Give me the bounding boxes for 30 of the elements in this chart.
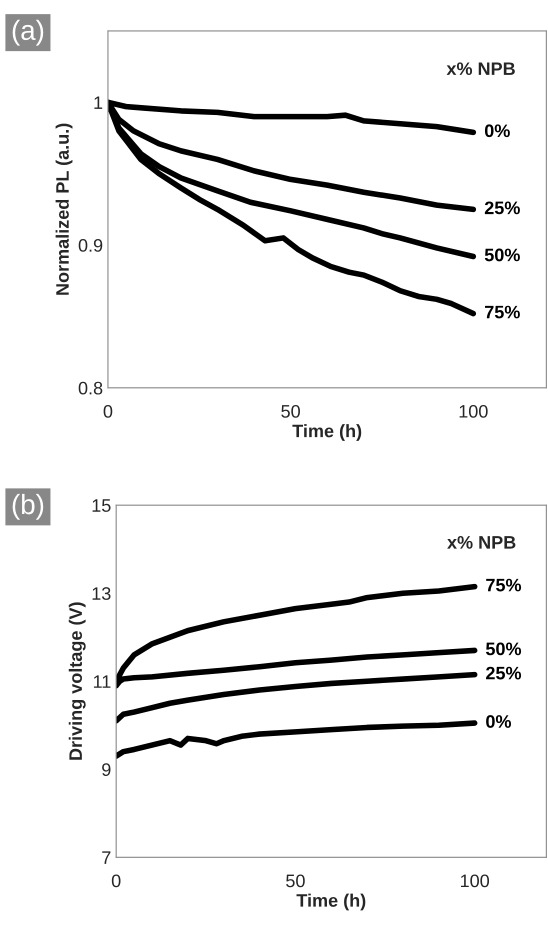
x-tick-label: 100 [460, 874, 490, 888]
series-label: 25% [484, 201, 520, 214]
x-tick-label: 50 [286, 874, 305, 888]
series-label: 75% [486, 578, 522, 592]
series-label: 75% [485, 306, 520, 318]
x-tick-label: 0 [104, 404, 112, 418]
x-tick-label: 100 [460, 404, 488, 418]
series-label: 0% [484, 124, 510, 138]
y-tick-label: 15 [92, 499, 111, 512]
x-tick-label: 50 [281, 404, 300, 418]
y-tick-label: 1 [94, 96, 102, 109]
x-tick-label: 0 [112, 874, 120, 888]
y-tick-label: 11 [94, 675, 110, 688]
y-axis-title: Driving voltage (V) [68, 602, 86, 760]
x-axis-title: Time (h) [292, 424, 362, 441]
y-tick-label: 7 [102, 851, 110, 864]
y-tick-label: 9 [102, 763, 110, 776]
legend-title: x% NPB [446, 62, 515, 76]
series-label: 50% [484, 248, 520, 262]
y-axis-title: Normalized PL (a.u.) [56, 124, 72, 295]
x-axis-title: Time (h) [296, 894, 366, 910]
y-tick-label: 0.8 [78, 382, 102, 395]
y-tick-label: 13 [92, 587, 111, 600]
chart-title: (a) [12, 20, 44, 46]
series-label: 25% [486, 666, 522, 680]
y-tick-label: 0.9 [78, 239, 102, 252]
chart-title: (b) [12, 494, 44, 520]
series-label: 0% [486, 715, 512, 728]
series-label: 50% [486, 642, 522, 656]
legend-title: x% NPB [447, 536, 516, 549]
